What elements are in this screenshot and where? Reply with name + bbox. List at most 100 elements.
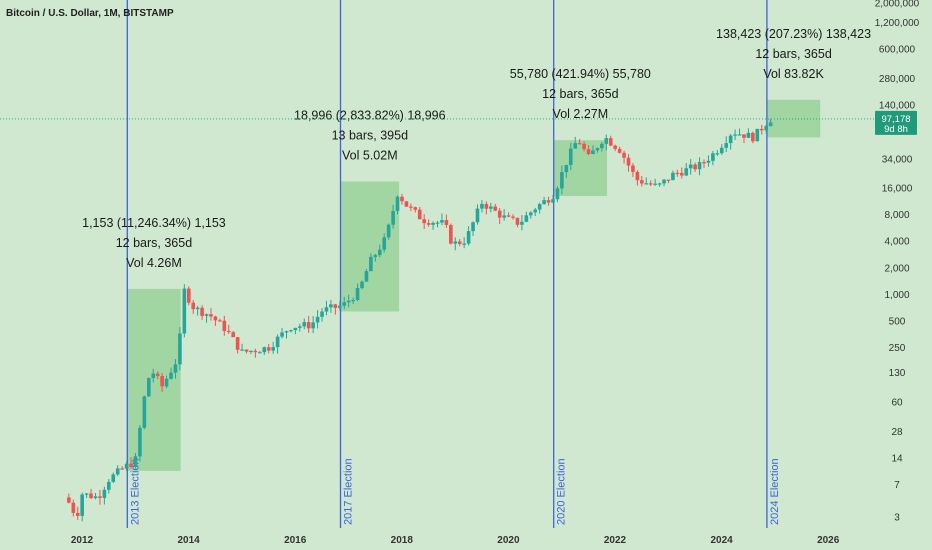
candle-body (355, 288, 360, 301)
candle-body (369, 256, 373, 272)
candle-body (186, 288, 191, 303)
candle-body (751, 132, 755, 142)
candle-body (608, 138, 613, 146)
y-tick-label: 250 (889, 343, 906, 354)
candle-body (337, 305, 342, 308)
candle-body (453, 241, 458, 244)
y-tick-label: 16,000 (882, 184, 913, 195)
candle-body (640, 180, 644, 184)
candle-body (142, 396, 147, 428)
candle-body (67, 497, 71, 503)
candle-body (759, 128, 764, 131)
candle-body (680, 172, 684, 176)
candle-body (120, 468, 124, 470)
candle-body (351, 300, 355, 302)
election-label: 2020 Election (556, 458, 568, 525)
candle-body (315, 316, 320, 323)
range-box (340, 181, 400, 312)
candle-body (115, 468, 120, 475)
candle-body (222, 320, 227, 331)
candle-body (471, 222, 475, 232)
x-tick-label: 2018 (391, 535, 414, 546)
candle-body (626, 157, 631, 166)
y-tick-label: 3 (894, 513, 900, 524)
candle-body (147, 378, 151, 397)
candle-body (497, 210, 502, 218)
candle-body (613, 145, 617, 149)
y-tick-label: 500 (889, 316, 906, 327)
candle-body (489, 206, 493, 209)
y-tick-label: 140,000 (879, 100, 916, 111)
x-tick-label: 2020 (497, 535, 520, 546)
candle-body (231, 332, 235, 338)
candle-body (249, 350, 253, 353)
candle-body (444, 220, 449, 226)
candle-body (235, 337, 240, 350)
candle-body (684, 168, 689, 176)
candle-body (533, 209, 538, 213)
x-tick-label: 2016 (284, 535, 307, 546)
candle-body (506, 215, 511, 217)
candle-body (568, 148, 573, 165)
candle-body (728, 135, 733, 144)
candle-body (373, 255, 378, 257)
candle-body (693, 164, 697, 170)
candle-body (524, 215, 529, 222)
range-annotation-line1: 55,780 (421.94%) 55,780 (510, 67, 651, 81)
candle-body (511, 216, 515, 218)
range-annotation-line1: 1,153 (11,246.34%) 1,153 (82, 216, 226, 230)
candle-body (218, 320, 222, 322)
candle-body (586, 149, 591, 155)
candle-body (697, 162, 702, 170)
range-annotation-line1: 138,423 (207.23%) 138,423 (716, 27, 871, 41)
candle-body (675, 172, 680, 175)
candle-body (404, 201, 409, 207)
candle-body (178, 333, 182, 365)
candle-body (124, 463, 129, 469)
candle-body (528, 212, 533, 216)
candle-body (386, 224, 391, 238)
candle-body (395, 196, 400, 212)
election-label: 2024 Election (769, 458, 781, 525)
candle-body (129, 463, 133, 467)
candle-body (75, 512, 80, 516)
candle-body (346, 300, 351, 303)
candle-body (275, 336, 280, 348)
candle-body (688, 164, 693, 169)
candle-body (160, 376, 164, 387)
candle-body (604, 138, 609, 144)
candle-body (546, 200, 551, 203)
current-price-label: 97,178 (881, 114, 910, 125)
x-tick-label: 2022 (604, 535, 627, 546)
candle-body (711, 153, 715, 161)
candle-body (573, 143, 578, 149)
candle-body (493, 206, 498, 211)
candle-body (648, 183, 653, 185)
y-tick-label: 600,000 (879, 45, 916, 56)
election-label: 2013 Election (129, 458, 141, 525)
candle-body (702, 162, 706, 164)
candle-body (475, 208, 480, 223)
candle-body (622, 152, 626, 158)
current-price-badge (875, 110, 917, 135)
y-tick-label: 8,000 (884, 210, 909, 221)
candle-body (635, 171, 640, 181)
candle-body (93, 496, 98, 499)
x-tick-label: 2026 (817, 535, 840, 546)
candle-body (515, 217, 520, 225)
candle-body (400, 196, 404, 202)
candle-body (266, 347, 271, 351)
candle-body (200, 307, 204, 316)
range-annotation-line2: 12 bars, 365d (116, 236, 192, 250)
candle-body (560, 172, 564, 189)
candle-body (329, 304, 333, 308)
candle-body (342, 302, 347, 306)
candle-body (293, 327, 298, 331)
candle-body (195, 307, 200, 310)
candle-body (657, 183, 662, 185)
candle-body (733, 134, 737, 136)
candle-body (284, 331, 289, 333)
candle-body (155, 373, 160, 377)
candle-body (555, 188, 560, 200)
